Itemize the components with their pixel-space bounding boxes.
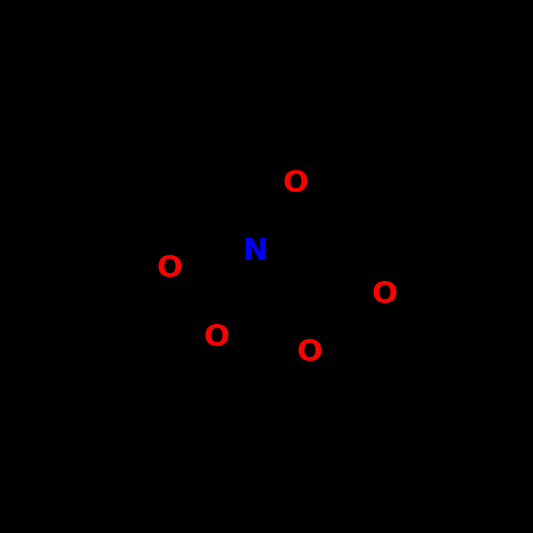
Text: O: O	[372, 280, 397, 310]
Text: O: O	[203, 323, 229, 352]
Text: O: O	[157, 254, 183, 282]
Text: N: N	[243, 237, 268, 265]
Text: O: O	[296, 338, 322, 367]
Text: O: O	[282, 169, 308, 198]
